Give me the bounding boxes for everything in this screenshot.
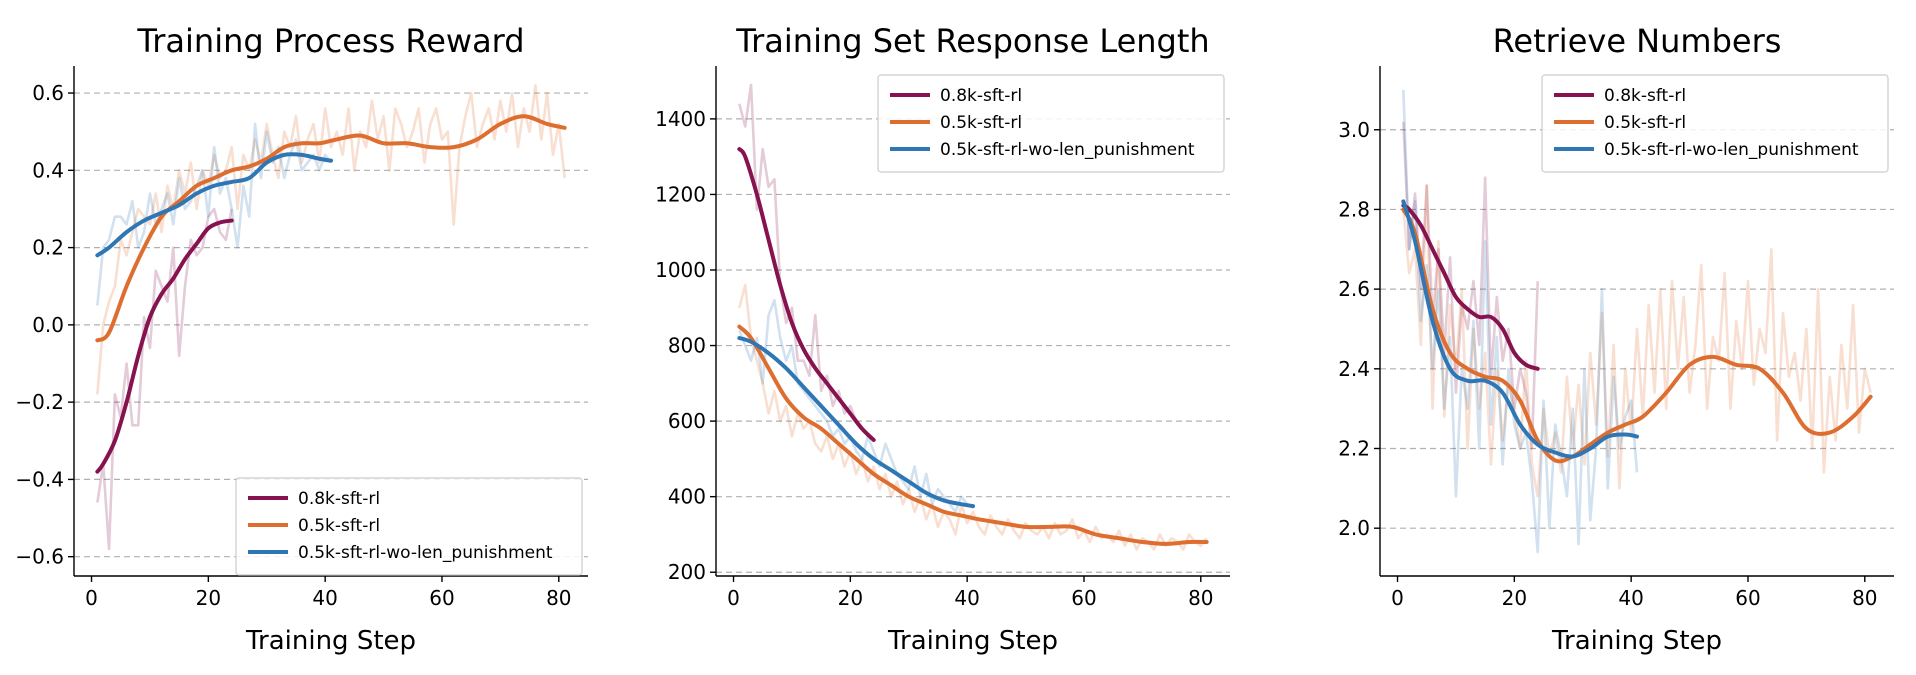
x-axis-label: Training Step	[1551, 626, 1722, 656]
series-raw-0-8k-sft-rl	[738, 83, 875, 442]
y-tick-label: 200	[668, 560, 706, 584]
legend-box	[1541, 74, 1889, 173]
x-tick-label: 60	[1071, 586, 1096, 610]
series-line-0-5k-sft-rl-wo-len-punishment	[737, 336, 975, 509]
y-tick-label: 2.2	[1338, 437, 1370, 461]
x-tick-label: 80	[546, 586, 571, 610]
y-tick-label: 400	[668, 485, 706, 509]
y-tick-label: 1200	[655, 182, 706, 206]
y-tick-label: 2.6	[1338, 277, 1370, 301]
x-tick-label: 0	[1391, 586, 1404, 610]
series-line-0-5k-sft-rl-wo-len-punishment	[95, 152, 333, 258]
series-line-0-5k-sft-rl-wo-len-punishment	[1401, 199, 1639, 459]
legend-label: 0.8k-sft-rl	[298, 489, 380, 509]
series-line-0-5k-sft-rl	[737, 324, 1209, 546]
y-tick-label: 3.0	[1338, 118, 1370, 142]
legend-label: 0.8k-sft-rl	[940, 86, 1022, 106]
x-axis-label: Training Step	[245, 626, 416, 656]
y-tick-label: −0.4	[15, 467, 64, 491]
series-raw-0-5k-sft-rl-wo-len-punishment	[1402, 89, 1639, 554]
chart-training-set-response-length: Training Set Response Length200400600800…	[655, 22, 1230, 656]
legend: 0.8k-sft-rl 0.5k-sft-rl 0.5k-sft-rl-wo-len…	[235, 477, 583, 576]
chart-title: Training Set Response Length	[735, 22, 1209, 60]
legend-label: 0.5k-sft-rl	[940, 113, 1022, 133]
x-tick-label: 20	[1502, 586, 1527, 610]
y-tick-label: 1400	[655, 107, 706, 131]
y-tick-label: −0.2	[15, 390, 64, 414]
x-axis-label: Training Step	[887, 626, 1058, 656]
series-raw-0-8k-sft-rl	[96, 207, 233, 551]
x-tick-label: 60	[1735, 586, 1760, 610]
legend-label: 0.5k-sft-rl-wo-len_punishment	[298, 543, 553, 563]
y-tick-label: 0.2	[32, 236, 64, 260]
y-tick-label: 2.0	[1338, 516, 1370, 540]
series-line-0-5k-sft-rl	[1401, 207, 1873, 464]
series-line-0-5k-sft-rl	[95, 114, 567, 343]
chart-retrieve-numbers: Retrieve Numbers 2.0 2.2 2.4 2.6 2.8 3.0 0 20 40 6…	[1338, 22, 1894, 656]
y-tick-label: 2.8	[1338, 197, 1370, 221]
x-tick-label: 40	[1618, 586, 1643, 610]
x-tick-label: 20	[838, 586, 863, 610]
y-tick-label: 0.0	[32, 313, 64, 337]
y-tick-label: 800	[668, 334, 706, 358]
legend-label: 0.5k-sft-rl	[298, 516, 380, 536]
series-raw-0-5k-sft-rl-wo-len-punishment	[96, 122, 333, 306]
series-line-0-8k-sft-rl	[1401, 203, 1540, 371]
y-tick-label: 600	[668, 409, 706, 433]
chart-training-process-reward: Training Process Reward −0.6 −0.4 −0.2 0.0 0.…	[15, 22, 588, 656]
legend: 0.8k-sft-rl 0.5k-sft-rl 0.5k-sft-rl-wo-len…	[1541, 74, 1889, 173]
x-tick-label: 60	[429, 586, 454, 610]
legend-label: 0.5k-sft-rl-wo-len_punishment	[1604, 140, 1859, 160]
series-line-0-8k-sft-rl	[95, 218, 234, 474]
legend-label: 0.5k-sft-rl-wo-len_punishment	[940, 140, 1195, 160]
x-tick-label: 0	[85, 586, 98, 610]
legend-label: 0.8k-sft-rl	[1604, 86, 1686, 106]
series-raw-0-5k-sft-rl	[1402, 184, 1872, 498]
series-raw-0-5k-sft-rl-wo-len-punishment	[738, 298, 974, 514]
x-tick-label: 40	[954, 586, 979, 610]
series-raw-0-5k-sft-rl	[96, 84, 566, 395]
y-tick-label: −0.6	[15, 545, 64, 569]
series-raw-0-8k-sft-rl	[1402, 121, 1539, 450]
x-tick-label: 0	[727, 586, 740, 610]
x-tick-label: 80	[1852, 586, 1877, 610]
x-tick-label: 80	[1188, 586, 1213, 610]
legend-box	[877, 74, 1225, 173]
y-tick-label: 0.4	[32, 158, 64, 182]
legend: 0.8k-sft-rl 0.5k-sft-rl 0.5k-sft-rl-wo-len…	[877, 74, 1225, 173]
chart-title: Retrieve Numbers	[1493, 22, 1782, 60]
legend-label: 0.5k-sft-rl	[1604, 113, 1686, 133]
legend-box	[235, 477, 583, 576]
series-line-0-8k-sft-rl	[737, 147, 876, 442]
x-tick-label: 20	[196, 586, 221, 610]
chart-title: Training Process Reward	[136, 22, 524, 60]
y-tick-label: 1000	[655, 258, 706, 282]
y-tick-label: 2.4	[1338, 357, 1370, 381]
series-raw-0-5k-sft-rl	[738, 283, 1208, 551]
x-tick-label: 40	[312, 586, 337, 610]
y-tick-label: 0.6	[32, 81, 64, 105]
